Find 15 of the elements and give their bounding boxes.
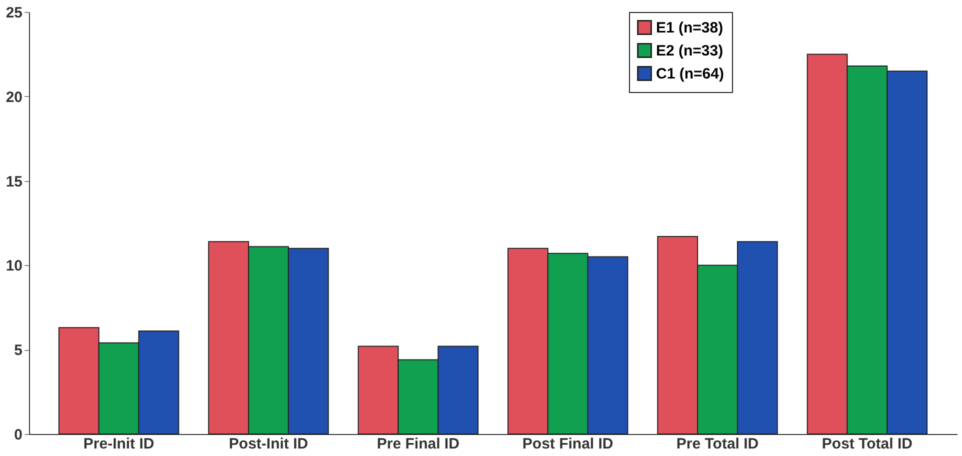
x-tick-label: Post-Init ID xyxy=(228,436,308,452)
legend-label: E1 (n=38) xyxy=(656,20,724,36)
x-tick-label: Pre Total ID xyxy=(676,436,759,452)
x-tick-label: Post Final ID xyxy=(522,436,614,452)
x-tick-label: Pre-Init ID xyxy=(83,436,154,452)
y-tick-label: 15 xyxy=(6,173,22,190)
x-tick-label: Pre Final ID xyxy=(376,436,460,452)
y-tick-label: 5 xyxy=(14,342,22,360)
y-tick-label: 10 xyxy=(6,258,22,275)
x-tick-label: Post Total ID xyxy=(822,436,913,452)
y-tick-label: 0 xyxy=(14,426,22,444)
legend-label: C1 (n=64) xyxy=(656,66,724,82)
y-tick-label: 20 xyxy=(6,88,22,106)
legend-label: E2 (n=33) xyxy=(656,42,724,60)
y-tick-label: 25 xyxy=(6,4,22,22)
